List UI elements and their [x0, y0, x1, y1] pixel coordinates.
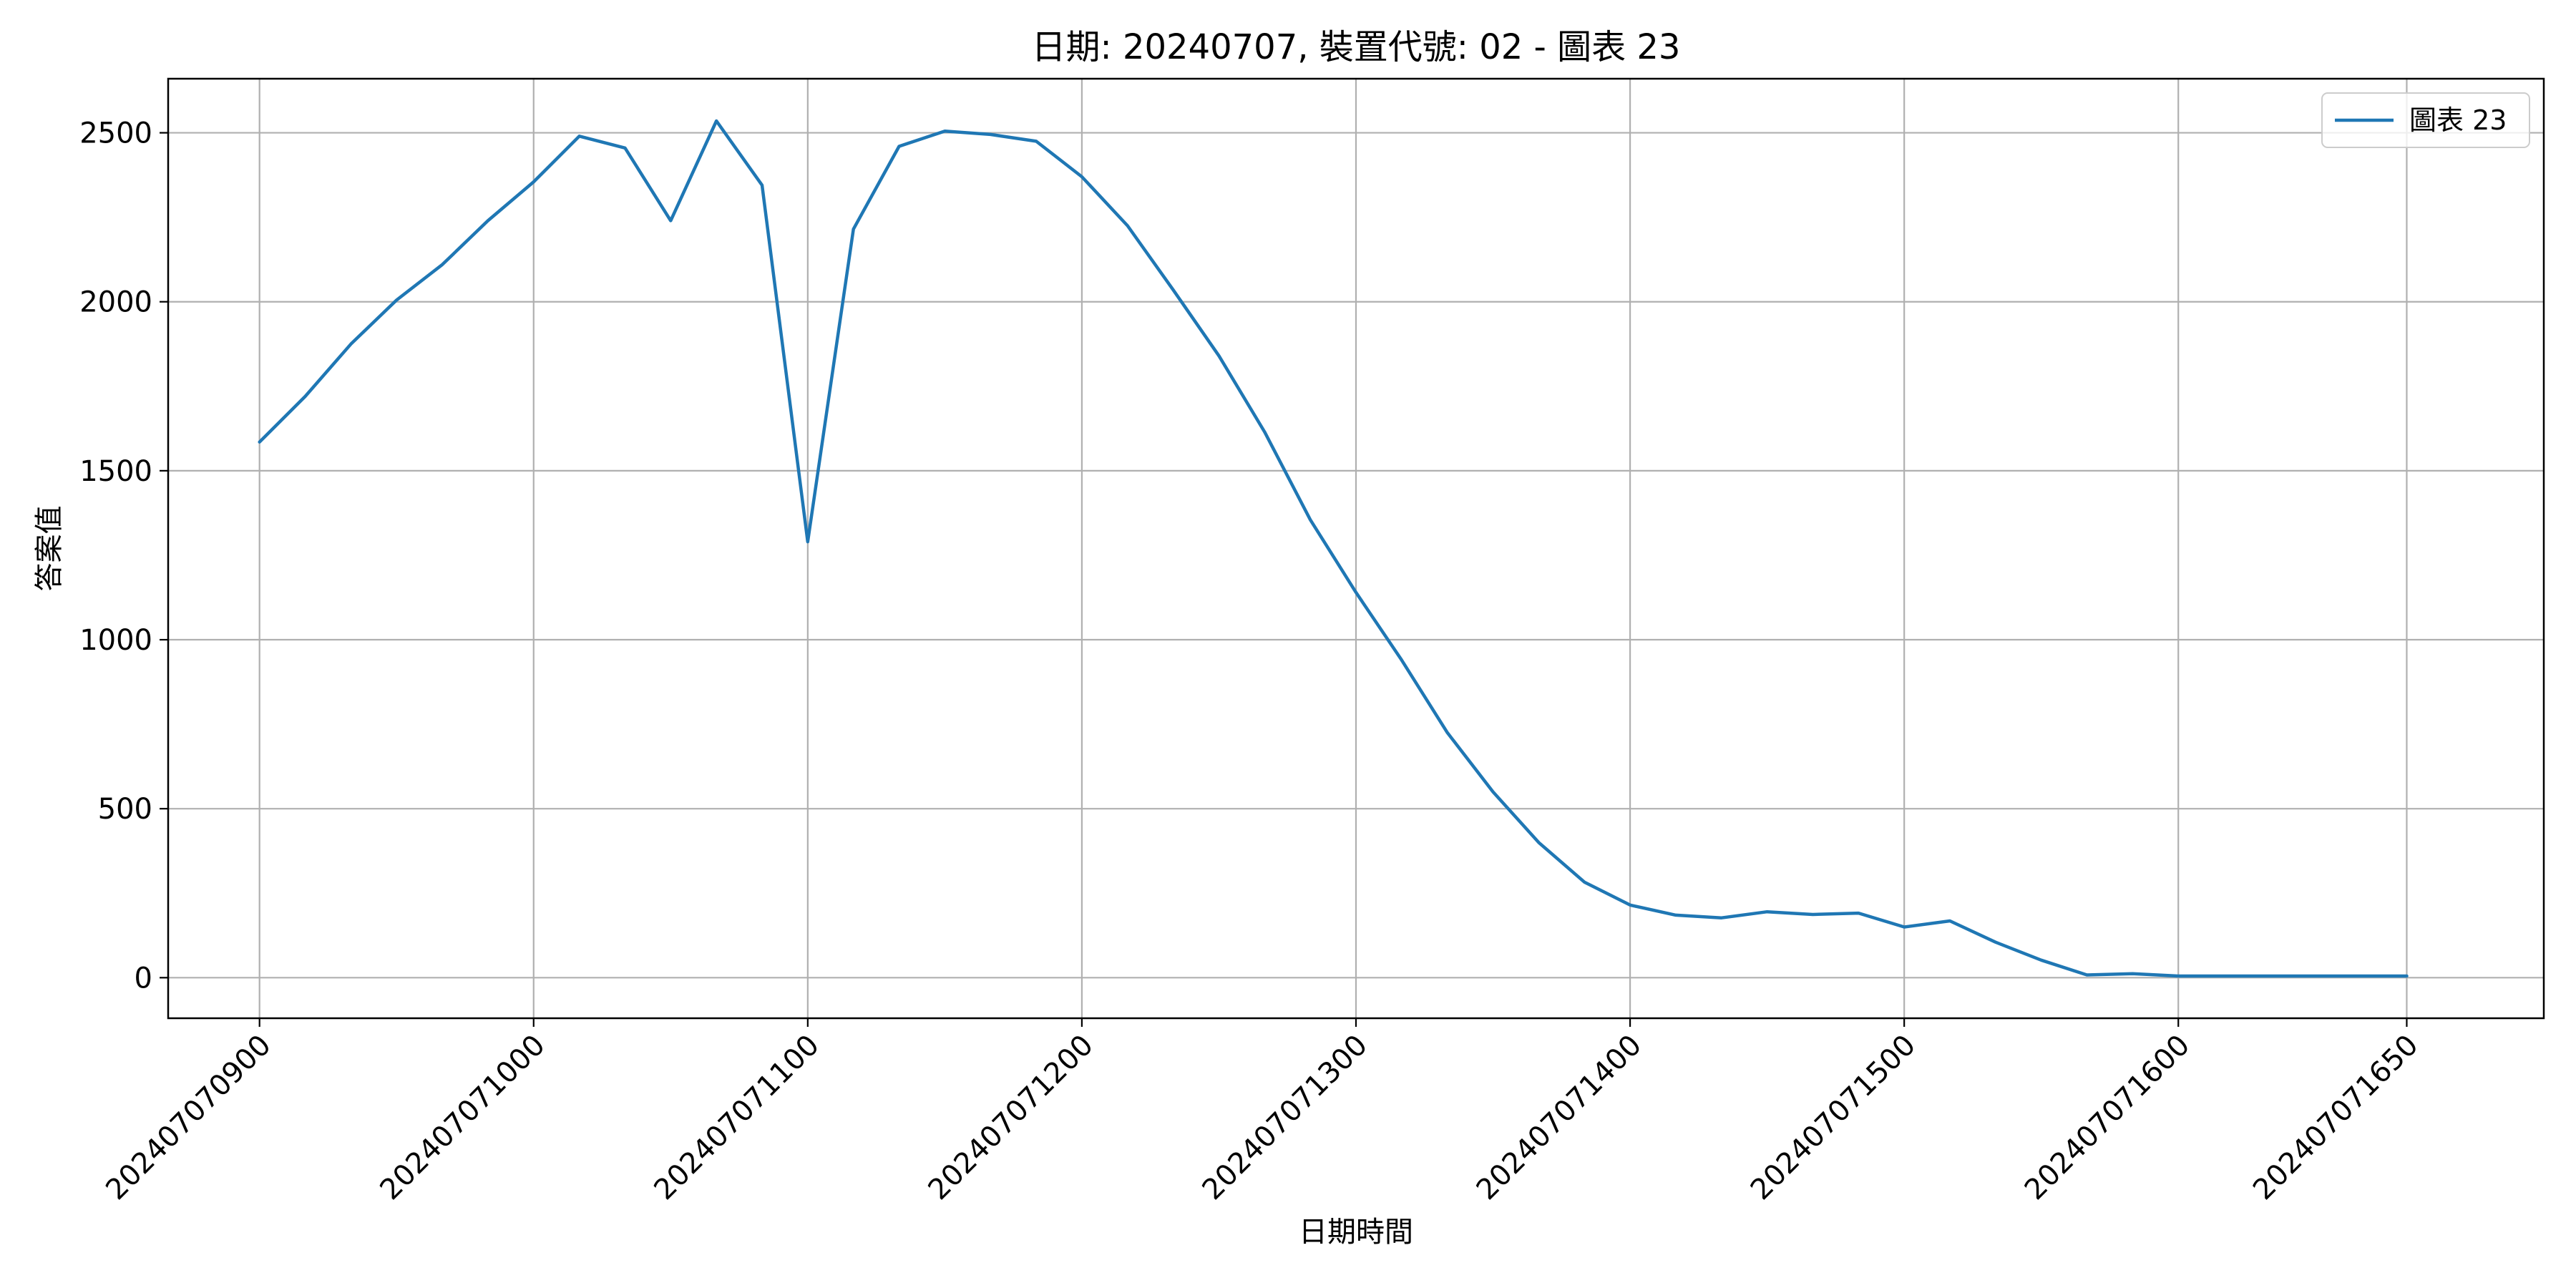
- grid-lines: [168, 79, 2544, 1018]
- y-tick-label: 500: [98, 793, 152, 826]
- data-point: [806, 540, 809, 544]
- chart-title: 日期: 20240707, 裝置代號: 02 - 圖表 23: [1032, 27, 1681, 67]
- data-point: [1994, 940, 1997, 944]
- data-point: [577, 135, 581, 138]
- data-point: [1537, 841, 1541, 844]
- data-point: [943, 130, 947, 133]
- data-point: [1445, 731, 1449, 734]
- data-point: [486, 219, 489, 223]
- y-tick-label: 1500: [79, 455, 152, 488]
- data-point: [761, 183, 764, 187]
- data-point: [2223, 974, 2226, 977]
- data-point: [395, 298, 399, 302]
- data-point: [1903, 925, 1906, 929]
- data-point: [303, 394, 307, 398]
- data-point: [715, 119, 718, 123]
- data-point: [1080, 175, 1083, 178]
- data-point: [1719, 916, 1723, 919]
- data-point: [1126, 224, 1129, 228]
- data-point: [2177, 974, 2180, 977]
- data-point: [1491, 790, 1495, 794]
- data-point: [897, 145, 901, 148]
- data-point: [1309, 518, 1312, 522]
- data-point: [1263, 430, 1267, 434]
- data-point: [1811, 913, 1815, 917]
- legend: 圖表 23: [2321, 92, 2530, 148]
- data-point: [1948, 919, 1952, 922]
- data-point: [532, 180, 535, 184]
- data-point: [1171, 288, 1175, 292]
- data-point: [2268, 974, 2271, 977]
- data-point: [1583, 880, 1586, 884]
- y-axis-label: 答案值: [33, 506, 66, 592]
- y-tick-label: 2000: [79, 286, 152, 319]
- data-point: [1035, 140, 1038, 143]
- data-point: [2131, 972, 2135, 975]
- data-point: [441, 263, 444, 266]
- legend-box: [2321, 92, 2530, 148]
- y-tick-label: 1000: [79, 624, 152, 657]
- data-point: [349, 342, 353, 346]
- data-point: [669, 219, 673, 223]
- data-point: [1355, 590, 1358, 594]
- data-point: [1400, 658, 1403, 662]
- data-point: [1857, 912, 1860, 915]
- data-point: [2085, 973, 2089, 977]
- data-point: [852, 228, 855, 231]
- data-point: [2313, 974, 2317, 977]
- data-point: [258, 440, 261, 444]
- data-point: [1674, 913, 1677, 917]
- data-point: [1217, 354, 1221, 358]
- series-line: [258, 119, 2409, 978]
- data-point: [2359, 974, 2363, 977]
- x-axis-label: 日期時間: [1299, 1216, 1413, 1249]
- data-point: [989, 132, 992, 136]
- series-layer: [258, 119, 2409, 978]
- data-point: [1765, 910, 1769, 914]
- data-point: [2039, 958, 2043, 962]
- data-point: [2405, 974, 2409, 977]
- y-tick-label: 2500: [79, 117, 152, 150]
- data-point: [1629, 903, 1632, 907]
- data-point: [623, 146, 627, 150]
- legend-label: 圖表 23: [2409, 104, 2507, 136]
- y-tick-label: 0: [135, 962, 152, 995]
